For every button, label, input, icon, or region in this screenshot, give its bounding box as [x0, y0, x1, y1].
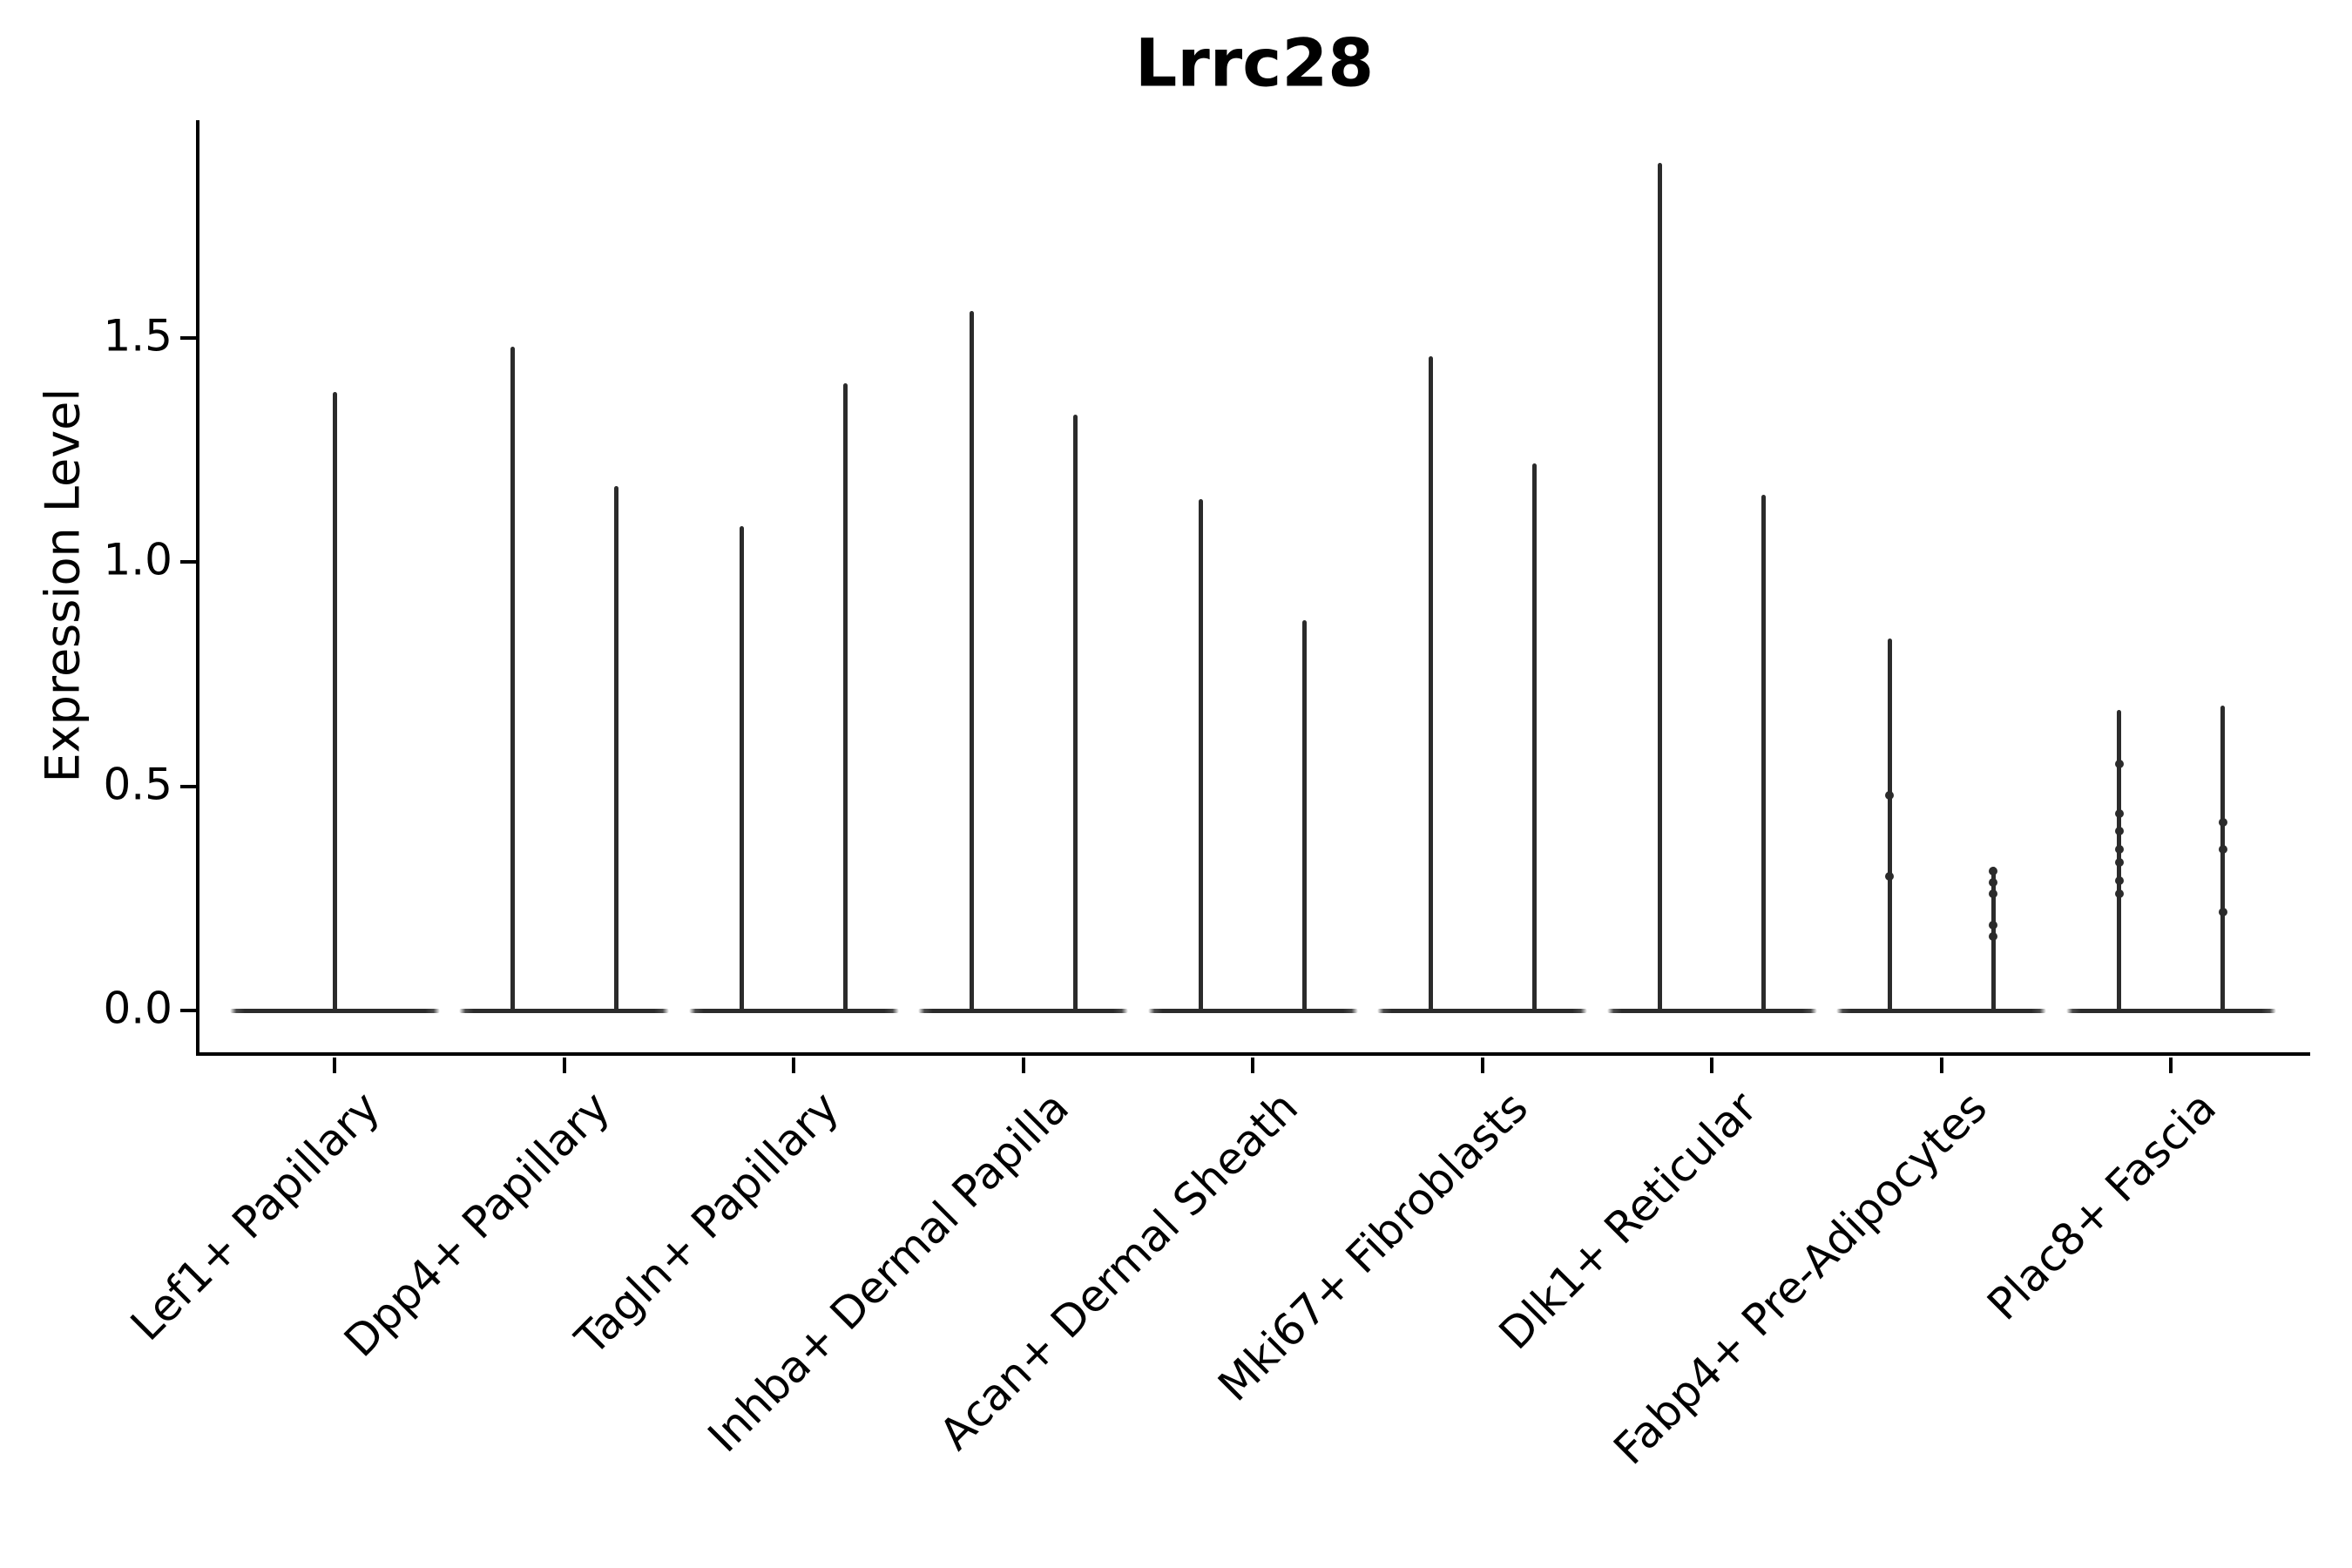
violin-spike — [332, 391, 337, 1012]
y-axis-spine — [196, 120, 199, 1056]
violin-spike — [1072, 414, 1078, 1012]
expression-dot — [2218, 907, 2227, 916]
x-tick-label: Acan+ Dermal Sheath — [929, 1082, 1308, 1460]
y-tick — [180, 560, 196, 564]
violin-base — [1836, 1008, 2046, 1013]
y-tick — [180, 336, 196, 341]
violin-spike — [1428, 355, 1433, 1012]
y-tick — [180, 784, 196, 788]
x-tick — [1251, 1058, 1254, 1073]
expression-dot — [1885, 871, 1894, 881]
x-tick — [2169, 1058, 2173, 1073]
expression-dot — [1989, 889, 1997, 899]
expression-dot — [2114, 844, 2124, 854]
violin-spike — [1531, 463, 1537, 1012]
x-tick — [1939, 1058, 1943, 1073]
x-tick — [1710, 1058, 1713, 1073]
x-axis-spine — [196, 1052, 2310, 1056]
x-tick-label: Dpp4+ Papillary — [334, 1082, 619, 1367]
violin-base — [2065, 1008, 2276, 1013]
expression-dot — [2114, 759, 2124, 768]
x-tick-label: Fabp4+ Pre-Adipocytes — [1604, 1082, 1997, 1475]
x-tick-label: Plac8+ Fascia — [1977, 1082, 2227, 1330]
x-tick — [1021, 1058, 1025, 1073]
chart-title: Lrrc28 — [1134, 24, 1375, 102]
violin-spike — [1199, 499, 1203, 1012]
expression-dot — [2114, 889, 2124, 899]
expression-dot — [2114, 808, 2124, 818]
expression-dot — [2114, 875, 2124, 885]
x-tick-label: Dlk1+ Reticular — [1489, 1082, 1767, 1360]
x-tick — [562, 1058, 566, 1073]
expression-dot — [1989, 867, 1997, 876]
violin-spike — [1887, 638, 1892, 1012]
x-tick-label: Inhba+ Dermal Papilla — [698, 1082, 1078, 1463]
violin-spike — [1658, 163, 1662, 1012]
expression-dot — [1989, 878, 1997, 888]
violin-spike — [1302, 620, 1307, 1012]
violin-base — [1147, 1008, 1358, 1013]
violin-spike — [1761, 495, 1766, 1012]
expression-dot — [2218, 844, 2227, 854]
violin-base — [1377, 1008, 1587, 1013]
violin-spike — [969, 311, 974, 1012]
expression-dot — [2114, 858, 2124, 868]
x-tick — [333, 1058, 336, 1073]
violin-base — [1606, 1008, 1817, 1013]
y-tick-label: 1.0 — [103, 535, 172, 586]
violin-base — [918, 1008, 1128, 1013]
y-tick-label: 0.5 — [103, 759, 172, 810]
violin-base — [688, 1008, 899, 1013]
violin-spike — [740, 526, 744, 1012]
violin-spike — [2220, 706, 2225, 1012]
violin-base — [459, 1008, 669, 1013]
expression-dot — [2114, 827, 2124, 836]
violin-spike — [613, 485, 618, 1012]
x-tick — [792, 1058, 795, 1073]
expression-dot — [1989, 932, 1997, 942]
violin-spike — [843, 382, 848, 1012]
x-tick-label: Tagln+ Papillary — [565, 1082, 849, 1365]
y-tick — [180, 1009, 196, 1012]
expression-dot — [2218, 817, 2227, 827]
y-tick-label: 1.5 — [103, 310, 172, 362]
y-tick-label: 0.0 — [103, 983, 172, 1034]
expression-dot — [1989, 921, 1997, 930]
violin-spike — [510, 347, 515, 1012]
x-tick-label: Mki67+ Fibroblasts — [1207, 1082, 1538, 1411]
x-tick — [1480, 1058, 1484, 1073]
expression-dot — [1885, 790, 1894, 800]
